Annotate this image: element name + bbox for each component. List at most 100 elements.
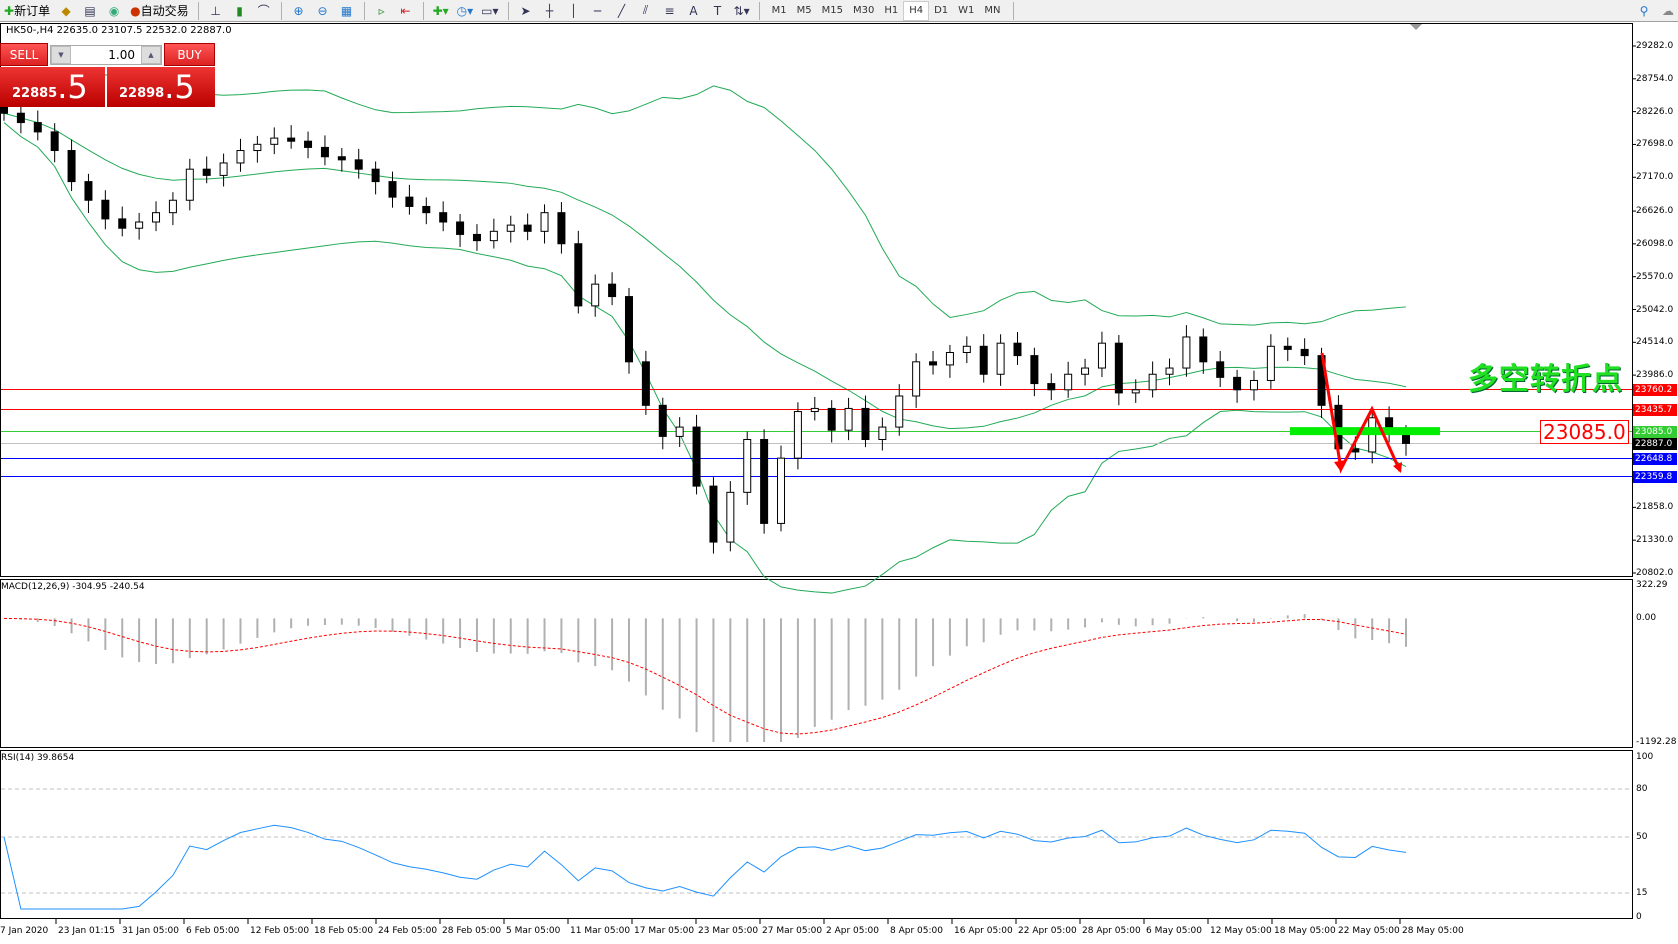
time-label: 24 Feb 05:00 (378, 926, 438, 936)
lot-increase-button[interactable]: ▲ (141, 46, 161, 64)
sell-price-button[interactable]: 22885.5 (0, 67, 105, 107)
sell-price-pips: .5 (57, 68, 88, 106)
auto-scroll-icon[interactable]: ▹ (378, 3, 385, 18)
macd-signal-line (3, 617, 1407, 735)
templates-icon[interactable]: ▭▾ (481, 3, 499, 18)
candle (1047, 383, 1056, 391)
price-level-tag: 23760.2 (1633, 383, 1677, 396)
candle (337, 156, 346, 161)
candle (1013, 342, 1022, 357)
rsi-tick-label: 50 (1636, 832, 1648, 842)
sell-button[interactable]: SELL (0, 43, 48, 66)
symbol-header: HK50-,H4 22635.0 23107.5 22532.0 22887.0 (6, 25, 232, 36)
terminal-icon[interactable]: ▤ (84, 3, 96, 18)
time-label: 28 May 05:00 (1402, 926, 1464, 936)
lot-size-stepper[interactable]: ▼ 1.00 ▲ (50, 45, 162, 65)
candle (945, 352, 954, 366)
arrow-head (1393, 462, 1402, 473)
candle (540, 212, 549, 232)
time-label: 12 May 05:00 (1210, 926, 1272, 936)
time-label: 6 May 05:00 (1146, 926, 1202, 936)
annotation-text[interactable]: 多空转折点 (1468, 362, 1623, 397)
candle (962, 345, 971, 354)
price-tick-label: 25042.0 (1636, 304, 1674, 315)
equidistant-channel-icon[interactable]: ⫽ (642, 3, 649, 17)
candle (1030, 355, 1039, 385)
tile-windows-icon[interactable]: ▦ (340, 3, 353, 18)
indicators-icon[interactable]: ✚▾ (432, 3, 449, 18)
buy-price-button[interactable]: 22898.5 (107, 67, 215, 107)
timeframe-w1[interactable]: W1 (958, 5, 975, 16)
candle (439, 212, 448, 223)
candlestick-icon[interactable]: ▮ (236, 3, 243, 18)
candle (1131, 389, 1140, 394)
time-label: 28 Apr 05:00 (1082, 926, 1141, 936)
trendline-icon[interactable]: ╱ (617, 3, 626, 18)
candle (371, 168, 380, 183)
chart-shift-marker (1410, 24, 1422, 30)
bar-chart-icon[interactable]: ⊥ (210, 3, 221, 18)
timeframe-d1[interactable]: D1 (934, 5, 949, 16)
candle (118, 218, 127, 229)
fibonacci-icon[interactable]: ≡ (664, 3, 675, 18)
level-price-label[interactable]: 23085.0 (1540, 420, 1629, 444)
periods-icon[interactable]: ◷▾ (456, 3, 474, 18)
signals-icon[interactable]: ◉ (108, 3, 120, 18)
timeframe-m5[interactable]: M5 (796, 5, 812, 16)
crosshair-icon[interactable]: ┼ (545, 3, 554, 18)
line-chart-icon[interactable]: ⌒ (257, 4, 270, 18)
rsi-tick-label: 15 (1636, 888, 1648, 898)
buy-price-main: 22898 (119, 86, 165, 101)
candle (726, 491, 735, 543)
candle (591, 283, 600, 307)
main-pane-frame (0, 23, 1633, 577)
timeframe-mn[interactable]: MN (984, 5, 1001, 16)
arrow-head (1334, 460, 1346, 472)
candle (1064, 373, 1073, 391)
candle (912, 361, 921, 397)
metaeditor-icon[interactable]: ◆ (61, 3, 71, 18)
timeframe-m15[interactable]: M15 (821, 5, 843, 16)
candle (793, 411, 802, 459)
timeframe-m1[interactable]: M1 (771, 5, 787, 16)
community-icon[interactable]: ☁ (1662, 3, 1674, 18)
time-label: 17 Mar 05:00 (634, 926, 695, 936)
candle (1351, 448, 1360, 453)
candle (658, 404, 667, 437)
chart-shift-icon[interactable]: ⇤ (400, 3, 411, 18)
arrows-icon[interactable]: ⇅▾ (733, 3, 750, 18)
candle (810, 407, 819, 413)
auto-trading-button[interactable]: ● 自动交易 (130, 3, 189, 19)
timeframe-h1[interactable]: H1 (884, 5, 899, 16)
price-tick-label: 24514.0 (1636, 337, 1674, 348)
price-tick-label: 25570.0 (1636, 271, 1674, 282)
candle (253, 143, 262, 152)
price-tick-label: 29282.0 (1636, 41, 1674, 51)
zoom-out-icon[interactable]: ⊖ (317, 3, 328, 18)
cursor-icon[interactable]: ➤ (520, 3, 531, 18)
vertical-line-icon[interactable]: │ (569, 3, 578, 18)
timeframe-m30[interactable]: M30 (852, 5, 875, 16)
candle (168, 199, 177, 214)
macd-tick-label: -1192.28 (1636, 737, 1677, 747)
zoom-in-icon[interactable]: ⊕ (293, 3, 304, 18)
candle (624, 296, 633, 363)
candle (675, 426, 684, 437)
buy-button[interactable]: BUY (164, 43, 215, 66)
text-icon[interactable]: A (689, 3, 698, 18)
candle (895, 395, 904, 428)
time-label: 16 Apr 05:00 (954, 926, 1013, 936)
lot-size-input[interactable]: 1.00 (108, 48, 135, 62)
time-label: 18 Feb 05:00 (314, 926, 374, 936)
lot-decrease-button[interactable]: ▼ (51, 46, 71, 64)
timeframe-h4[interactable]: H4 (903, 0, 930, 21)
time-label: 22 May 05:00 (1338, 926, 1400, 936)
horizontal-line-icon[interactable]: ─ (593, 3, 602, 18)
search-icon[interactable]: ⚲ (1639, 3, 1649, 18)
price-level-tag: 22648.8 (1633, 452, 1677, 465)
text-label-icon[interactable]: T (713, 3, 722, 18)
rsi-pane-frame (0, 750, 1633, 919)
new-order-button[interactable]: ✚ 新订单 (4, 3, 51, 19)
candle (354, 159, 363, 170)
